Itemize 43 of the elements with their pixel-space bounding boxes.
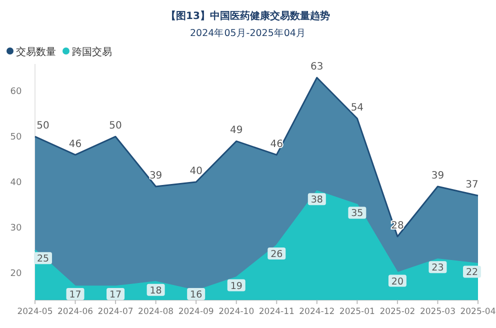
x-tick-label: 2024-09 <box>178 307 214 317</box>
x-tick-label: 2025-02 <box>380 307 416 317</box>
data-label: 37 <box>466 180 478 191</box>
data-label: 35 <box>351 208 364 220</box>
data-label: 16 <box>190 290 202 300</box>
data-label: 17 <box>69 290 82 300</box>
x-tick-label: 2025-03 <box>420 307 456 317</box>
chart-subtitle: 2024年05月-2025年04月 <box>190 27 306 39</box>
x-tick-label: 2025-01 <box>339 307 375 317</box>
y-tick-label: 20 <box>10 268 22 279</box>
data-label: 25 <box>36 254 50 265</box>
data-label: 23 <box>432 262 444 274</box>
data-label: 18 <box>150 285 162 296</box>
data-label: 38 <box>310 194 323 206</box>
y-tick-label: 30 <box>10 223 22 234</box>
data-label: 50 <box>36 120 50 132</box>
x-tick-label: 2024-11 <box>258 307 294 317</box>
x-tick-label: 2024-08 <box>138 307 174 317</box>
data-label: 49 <box>230 125 243 136</box>
data-label: 40 <box>190 166 202 177</box>
x-tick-label: 2024-12 <box>299 307 335 317</box>
x-tick-label: 2024-06 <box>58 307 94 317</box>
data-label: 20 <box>391 276 404 288</box>
x-tick-label: 2024-10 <box>218 307 254 317</box>
data-label: 17 <box>110 290 122 300</box>
data-label: 26 <box>270 249 283 260</box>
data-label: 50 <box>109 120 122 132</box>
legend-label: 跨国交易 <box>72 46 112 58</box>
data-label: 22 <box>466 267 478 278</box>
y-tick-label: 40 <box>10 178 22 188</box>
data-label: 39 <box>431 170 444 182</box>
legend-label: 交易数量 <box>16 46 56 58</box>
x-tick-label: 2025-04 <box>460 307 496 317</box>
data-label: 63 <box>310 62 324 73</box>
chart-title: 【图13】中国医药健康交易数量趋势 <box>166 10 330 22</box>
data-label: 46 <box>68 138 82 150</box>
data-label: 19 <box>230 280 242 292</box>
y-tick-label: 50 <box>10 132 22 143</box>
x-tick-label: 2024-05 <box>17 307 53 317</box>
y-tick-label: 60 <box>10 87 22 98</box>
x-tick-label: 2024-07 <box>98 307 134 317</box>
data-label: 39 <box>149 170 162 182</box>
data-label: 54 <box>350 102 364 114</box>
